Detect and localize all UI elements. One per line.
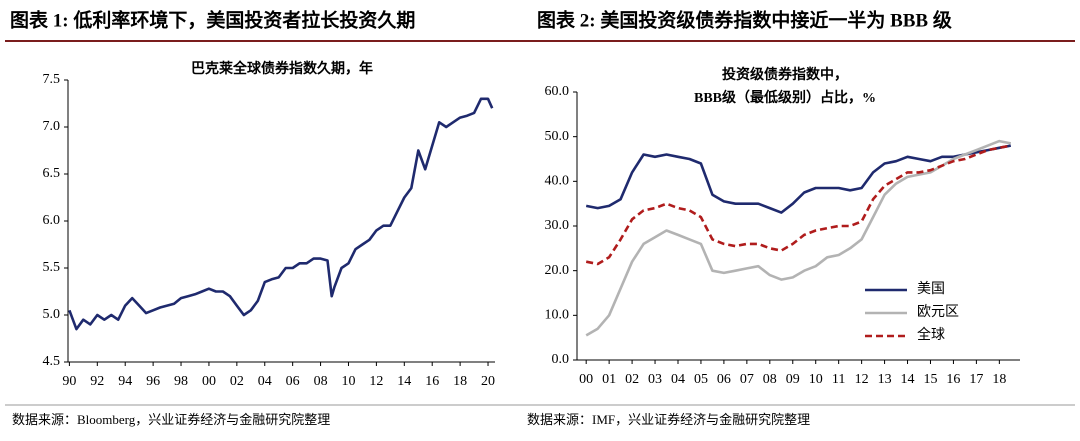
data-line — [585, 144, 1012, 214]
x-tick-label: 20 — [481, 374, 495, 389]
x-tick-label: 05 — [694, 372, 708, 387]
x-tick-label: 09 — [786, 372, 800, 387]
y-tick-label: 10.0 — [545, 308, 570, 323]
y-tick-label: 5.5 — [43, 260, 61, 275]
figure-title: 图表 1: 低利率环境下，美国投资者拉长投资久期 — [10, 8, 415, 31]
y-tick-label: 7.5 — [43, 72, 61, 87]
figure-title: 图表 2: 美国投资级债券指数中接近一半为 BBB 级 — [537, 8, 952, 31]
source-note: 数据来源：IMF，兴业证券经济与金融研究院整理 — [527, 412, 810, 427]
x-tick-label: 92 — [90, 374, 104, 389]
x-tick-label: 18 — [453, 374, 467, 389]
x-tick-label: 17 — [969, 372, 983, 387]
y-tick-label: 5.0 — [43, 307, 61, 322]
x-tick-label: 04 — [258, 374, 272, 389]
x-tick-label: 02 — [230, 374, 244, 389]
data-line — [68, 97, 494, 331]
y-tick-label: 60.0 — [545, 84, 570, 99]
y-tick-label: 6.0 — [43, 213, 61, 228]
y-tick-label: 40.0 — [545, 174, 570, 189]
x-tick-label: 15 — [923, 372, 937, 387]
x-tick-label: 12 — [855, 372, 869, 387]
x-tick-label: 10 — [809, 372, 823, 387]
x-tick-label: 11 — [832, 372, 845, 387]
y-tick-label: 0.0 — [552, 352, 570, 367]
source-note: 数据来源：Bloomberg，兴业证券经济与金融研究院整理 — [12, 412, 330, 427]
x-tick-label: 94 — [118, 374, 132, 389]
x-tick-label: 13 — [878, 372, 892, 387]
x-tick-label: 01 — [602, 372, 616, 387]
y-tick-label: 50.0 — [545, 129, 570, 144]
x-tick-label: 10 — [341, 374, 355, 389]
y-tick-label: 20.0 — [545, 263, 570, 278]
y-tick-label: 4.5 — [43, 354, 61, 369]
data-line — [585, 144, 1012, 266]
x-tick-label: 16 — [425, 374, 439, 389]
y-tick-label: 6.5 — [43, 166, 61, 181]
x-tick-label: 14 — [901, 372, 915, 387]
x-tick-label: 07 — [740, 372, 754, 387]
x-tick-label: 02 — [625, 372, 639, 387]
x-tick-label: 04 — [671, 372, 685, 387]
x-tick-label: 06 — [286, 374, 300, 389]
chart-title: 巴克莱全球债券指数久期，年 — [191, 60, 373, 77]
legend-label: 美国 — [917, 281, 945, 297]
y-tick-label: 7.0 — [43, 119, 61, 134]
x-tick-label: 12 — [369, 374, 383, 389]
x-tick-label: 96 — [146, 374, 160, 389]
x-tick-label: 06 — [717, 372, 731, 387]
x-tick-label: 08 — [763, 372, 777, 387]
x-tick-label: 90 — [62, 374, 76, 389]
x-tick-label: 16 — [946, 372, 960, 387]
y-tick-label: 30.0 — [545, 218, 570, 233]
x-tick-label: 98 — [174, 374, 188, 389]
legend-label: 欧元区 — [917, 304, 959, 320]
x-tick-label: 18 — [992, 372, 1006, 387]
chart-title: BBB级（最低级别）占比，% — [694, 89, 876, 106]
chart-title: 投资级债券指数中， — [722, 66, 848, 83]
x-tick-label: 03 — [648, 372, 662, 387]
x-tick-label: 14 — [397, 374, 411, 389]
x-tick-label: 00 — [579, 372, 593, 387]
legend-label: 全球 — [917, 326, 945, 343]
x-tick-label: 08 — [314, 374, 328, 389]
x-tick-label: 00 — [202, 374, 216, 389]
